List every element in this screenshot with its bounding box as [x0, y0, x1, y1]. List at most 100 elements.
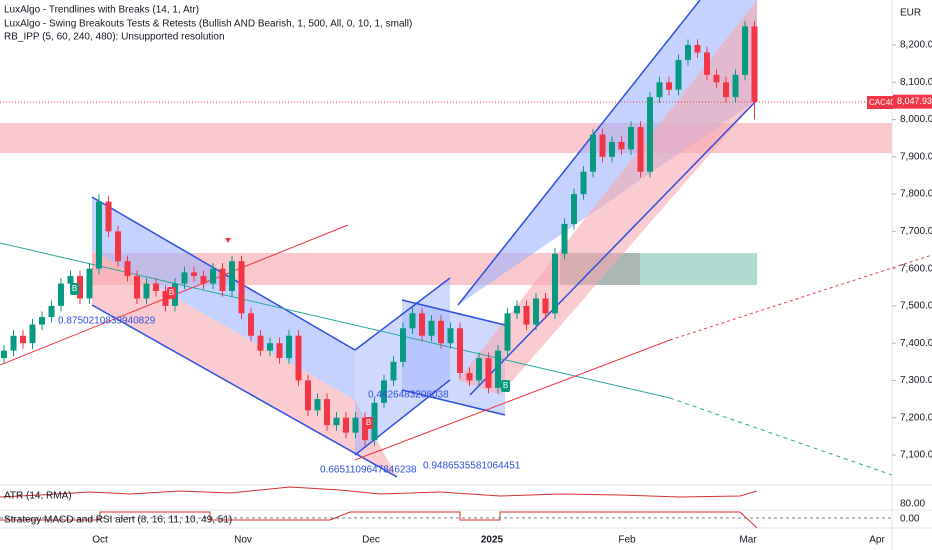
candle-body [371, 402, 378, 441]
badge [70, 283, 79, 295]
candle-body [48, 305, 55, 318]
candle-body [343, 417, 349, 433]
candle-body [590, 134, 596, 172]
candle-body [96, 201, 102, 269]
candle-body [533, 298, 539, 325]
candle-body [457, 328, 463, 373]
annotation: 0.4426483208038 [368, 390, 449, 401]
candle-body [153, 283, 159, 292]
candle-body [409, 313, 416, 329]
candle-body [647, 97, 653, 172]
candle-body [656, 82, 663, 98]
candle-body [419, 313, 425, 336]
atr-line [0, 486, 758, 498]
candle-body [742, 26, 748, 75]
candle-body [200, 276, 207, 284]
candle-body [618, 141, 625, 150]
y-tick-label: 7,300.00 [900, 375, 932, 386]
candle-body [628, 127, 634, 150]
pane-title: ATR (14, RMA) [4, 491, 72, 502]
candle-body [295, 335, 302, 381]
x-tick-label: Apr [869, 535, 885, 546]
candle-body [1, 350, 7, 359]
y-tick-label: 7,500.00 [900, 301, 932, 312]
x-tick-label: Nov [234, 535, 252, 546]
candle-body [20, 335, 26, 344]
pane-tick: 0.00 [900, 514, 920, 525]
x-tick-label: Oct [92, 535, 108, 546]
y-tick-label: 7,100.00 [900, 450, 932, 461]
symbol: CAC40 [869, 98, 895, 107]
candle-body [609, 141, 615, 157]
badge [364, 417, 373, 429]
candle-body [305, 380, 311, 411]
price-tag [893, 94, 932, 109]
candle-body [704, 52, 710, 75]
annotation: 0.9486535581064451 [423, 461, 521, 472]
candle-body [191, 272, 197, 277]
symbol-tag [867, 96, 893, 109]
indicator-label: LuxAlgo - Trendlines with Breaks (14, 1,… [4, 5, 199, 16]
candle-body [685, 45, 691, 60]
candle-body [751, 26, 758, 102]
channel-up-lower [458, 0, 757, 395]
candle-body [561, 223, 568, 254]
candle-body [504, 313, 511, 351]
candle-body [10, 335, 17, 351]
indicator-label: RB_IPP (5, 60, 240, 480): Unsupported re… [4, 32, 225, 43]
y-tick-label: 7,800.00 [900, 189, 932, 200]
candle-body [599, 134, 606, 157]
candle-body [381, 380, 387, 403]
marker [225, 238, 231, 243]
y-tick-label: 7,400.00 [900, 338, 932, 349]
y-tick-label: 7,600.00 [900, 263, 932, 274]
candle-body [580, 171, 587, 195]
candle-body [219, 268, 226, 292]
trendline-ext [669, 254, 932, 341]
candle-body [694, 45, 701, 53]
pane-tick: 80.00 [900, 499, 925, 510]
y-tick-label: 7,700.00 [900, 226, 932, 237]
candle-body [238, 261, 245, 314]
candle-body [77, 276, 83, 299]
candle-body [314, 399, 321, 411]
candle-body [39, 317, 45, 325]
badge-text: B [503, 381, 508, 390]
badge [167, 287, 176, 299]
channel-lines [91, 0, 758, 478]
pane-title: Strategy MACD and RSI alert (8, 16, 11, … [4, 515, 232, 526]
candle-body [485, 358, 492, 388]
candle-body [390, 361, 397, 381]
candle-body [571, 194, 577, 224]
annotation: 0.6651109647846238 [320, 465, 417, 476]
x-tick-label: 2025 [481, 535, 504, 546]
candle-body [428, 320, 435, 336]
candle-body [438, 320, 444, 344]
candle-body [400, 328, 406, 362]
candle-body [276, 343, 283, 359]
candle-body [362, 417, 368, 441]
indicator-label: LuxAlgo - Swing Breakouts Tests & Retest… [4, 19, 412, 30]
candle-body [666, 82, 672, 90]
candle-body [495, 350, 501, 388]
candle-body [29, 324, 36, 344]
candle-body [162, 291, 169, 306]
candle-body [134, 276, 140, 299]
candle-body [181, 272, 188, 284]
badge-text: B [72, 284, 77, 293]
candle-body [210, 268, 216, 284]
candle-body [229, 261, 235, 292]
candle-body [514, 305, 520, 314]
trendline [0, 242, 671, 399]
candle-body [267, 343, 273, 351]
candle-body [732, 74, 739, 98]
candle-body [447, 328, 454, 344]
x-tick-label: Feb [618, 535, 636, 546]
y-tick-label: 8,200.00 [900, 40, 932, 51]
supply-zone [0, 123, 892, 153]
x-tick-label: Mar [739, 535, 757, 546]
trendline [354, 339, 671, 461]
strategy-line [0, 511, 758, 529]
trendline-ext [669, 397, 893, 476]
